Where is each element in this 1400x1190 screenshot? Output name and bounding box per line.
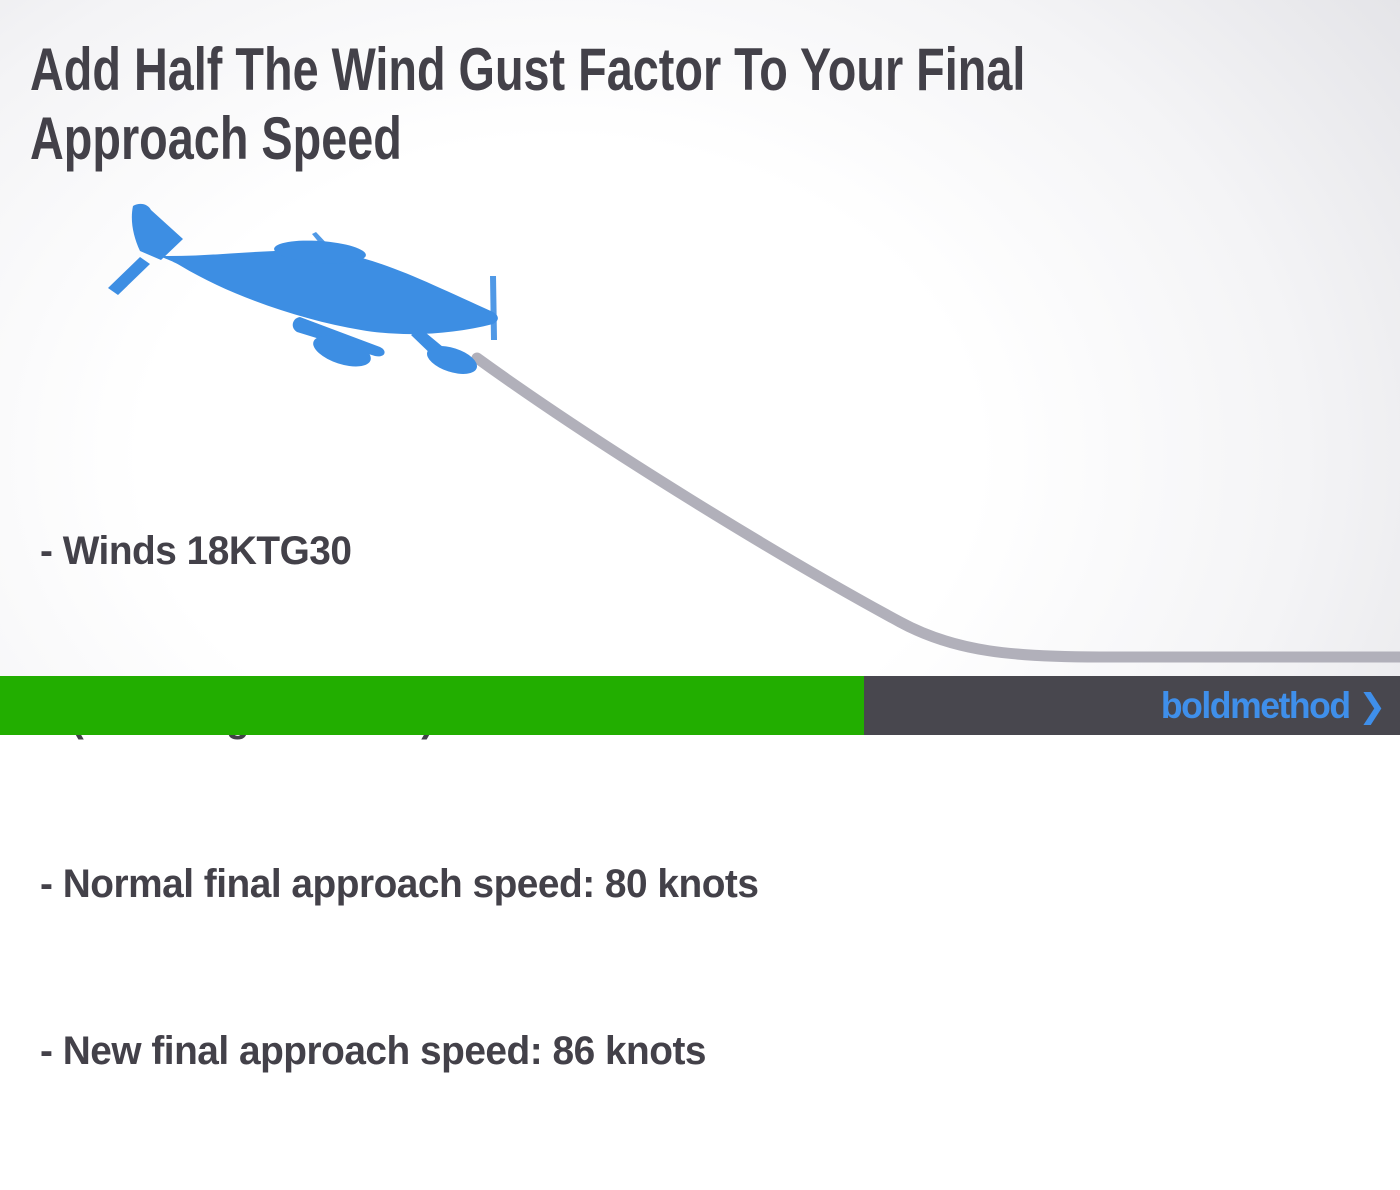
bullet-normal-speed: - Normal final approach speed: 80 knots <box>40 862 759 906</box>
footer-green-bar <box>0 676 864 735</box>
infographic-background: Add Half The Wind Gust Factor To Your Fi… <box>0 0 1400 1073</box>
footer-dark-bar: boldmethod ❯ <box>864 676 1400 735</box>
bullet-new-speed: - New final approach speed: 86 knots <box>40 1028 707 1073</box>
descent-path-line <box>471 352 1400 663</box>
bullet-list: - Winds 18KTG30 (12 knot gust factor) - … <box>40 413 759 1190</box>
boldmethod-chevron-icon: ❯ <box>1358 687 1386 724</box>
page-title-line-1: Add Half The Wind Gust Factor To Your Fi… <box>30 36 1026 103</box>
boldmethod-logo: boldmethod <box>1160 685 1351 726</box>
bullet-winds: - Winds 18KTG30 <box>40 529 352 573</box>
airplane-icon <box>108 203 498 374</box>
footer-bar: boldmethod ❯ <box>0 676 1400 735</box>
page-title-line-2: Approach Speed <box>30 105 402 172</box>
page-title: Add Half The Wind Gust Factor To Your Fi… <box>30 35 1025 173</box>
